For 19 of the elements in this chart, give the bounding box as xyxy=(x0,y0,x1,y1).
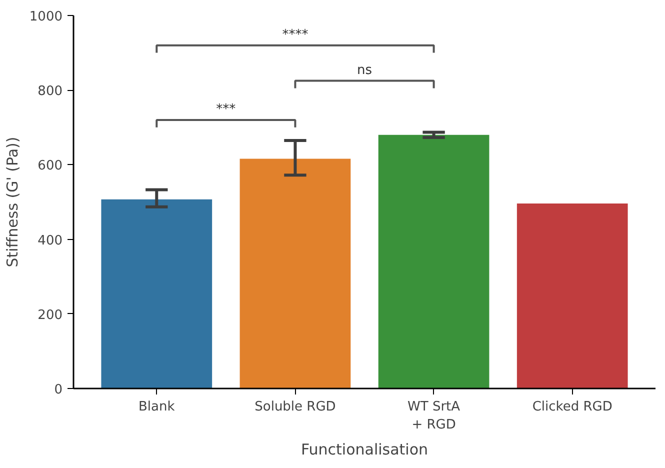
x-tick-label: Clicked RGD xyxy=(532,400,612,414)
annotation: *** xyxy=(216,102,236,117)
y-tick-label: 200 xyxy=(38,308,63,323)
x-tick-label: Blank xyxy=(138,400,176,414)
bar xyxy=(378,134,490,388)
y-tick-label: 600 xyxy=(38,158,63,174)
y-tick-label: 0 xyxy=(54,382,63,398)
bar xyxy=(101,199,212,388)
bar xyxy=(516,203,628,388)
bar xyxy=(240,158,351,388)
x-tick-label: Soluble RGD xyxy=(254,400,336,414)
y-tick-label: 400 xyxy=(38,233,63,248)
x-axis-title: Functionalisation xyxy=(300,440,428,458)
annotation: ns xyxy=(356,62,372,78)
y-axis-title: Stiffness (G' (Pa)) xyxy=(3,136,22,268)
y-tick-label: 1000 xyxy=(29,10,63,24)
x-tick-label: WT SrtA + RGD xyxy=(408,400,460,432)
y-tick-label: 800 xyxy=(38,84,63,100)
annotation: **** xyxy=(282,27,309,42)
